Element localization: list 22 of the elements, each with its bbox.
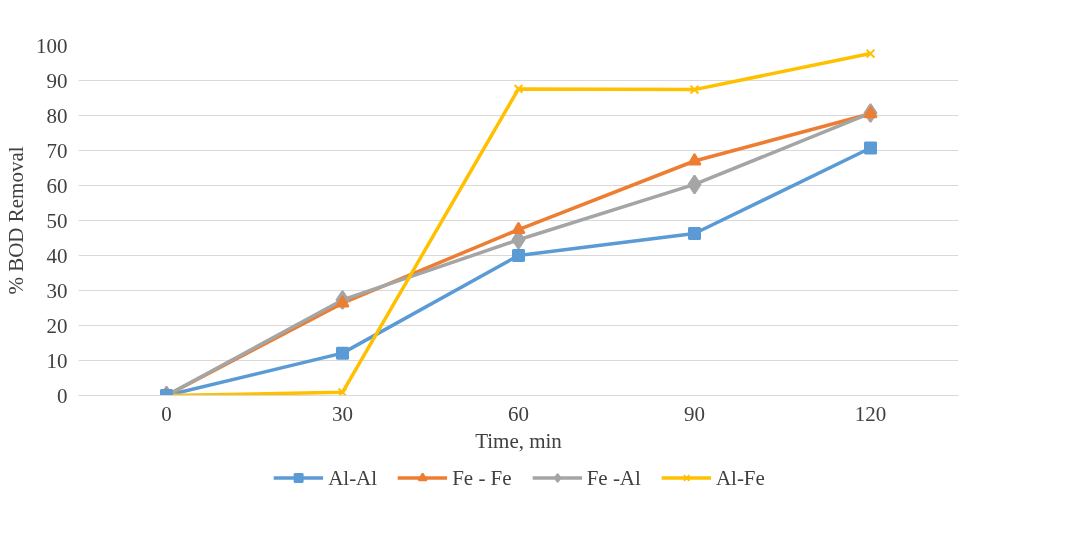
y-tick-label: 90 <box>46 68 68 93</box>
x-tick-label: 120 <box>854 401 887 426</box>
x-tick-label: 30 <box>332 401 353 426</box>
y-tick-label: 0 <box>57 383 68 408</box>
y-tick-label: 40 <box>46 243 68 268</box>
y-tick-label: 80 <box>46 103 68 128</box>
y-tick-label: 100 <box>36 33 68 58</box>
y-tick-label: 30 <box>46 278 68 303</box>
y-tick-label: 70 <box>46 138 68 163</box>
x-tick-label: 60 <box>508 401 529 426</box>
legend-label: Al-Al <box>328 465 378 490</box>
legend-label: Fe - Fe <box>452 465 512 490</box>
y-tick-label: 50 <box>46 208 68 233</box>
x-axis-title: Time, min <box>475 428 563 453</box>
legend-label: Fe -Al <box>586 465 641 490</box>
y-tick-label: 20 <box>46 313 68 338</box>
x-tick-label: 90 <box>684 401 705 426</box>
y-tick-label: 10 <box>46 348 68 373</box>
y-tick-label: 60 <box>46 173 68 198</box>
x-tick-label: 0 <box>161 401 172 426</box>
y-axis-title: % BOD Removal <box>4 146 28 295</box>
legend-label: Al-Fe <box>715 465 765 490</box>
